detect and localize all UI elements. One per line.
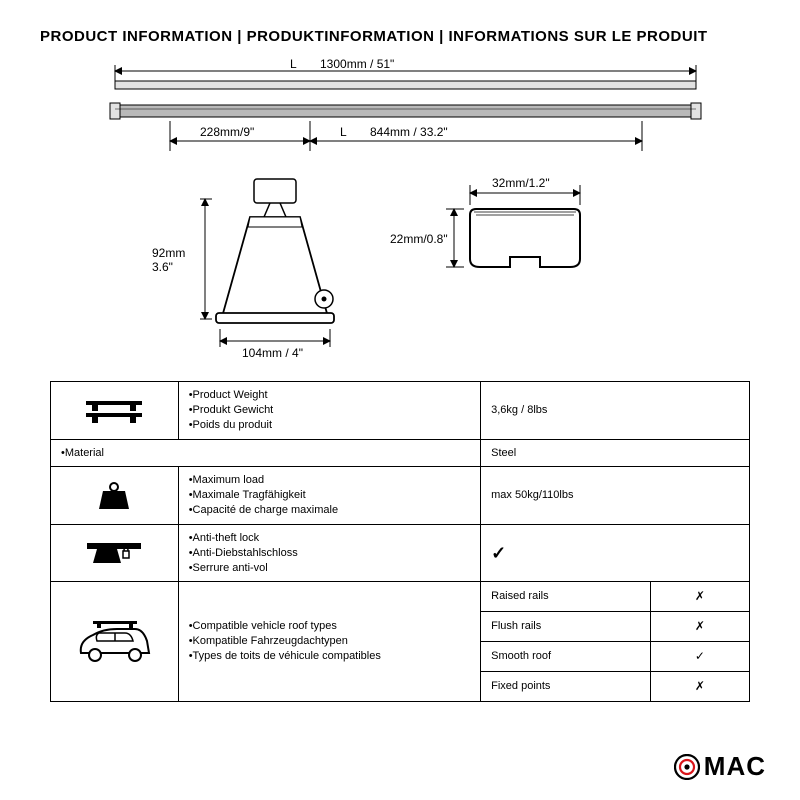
label: •Poids du produit: [189, 418, 470, 433]
value: Steel: [481, 439, 750, 467]
label: •Anti-Diebstahlschloss: [189, 546, 470, 561]
compat-label: Smooth roof: [481, 642, 651, 672]
dim-profile-w: 32mm/1.2": [492, 176, 550, 190]
compat-label: Fixed points: [481, 671, 651, 701]
value: 3,6kg / 8lbs: [481, 382, 750, 440]
compat-label: Flush rails: [481, 612, 651, 642]
x-icon: ✗: [695, 679, 705, 693]
dim-profile-h: 22mm/0.8": [390, 232, 448, 246]
check-icon: ✓: [491, 543, 506, 563]
dim-foot-height: 92mm 3.6": [152, 246, 189, 274]
foot-drawing: 92mm 3.6" 104mm / 4": [152, 179, 334, 360]
x-icon: ✗: [695, 589, 705, 603]
label: •Capacité de charge maximale: [189, 503, 470, 518]
row-antitheft: •Anti-theft lock •Anti-Diebstahlschloss …: [51, 524, 750, 582]
label: •Serrure anti-vol: [189, 561, 470, 576]
roof-bars-icon: [61, 397, 168, 423]
dim-foot-width: 104mm / 4": [242, 346, 303, 360]
check-icon: ✓: [695, 649, 705, 663]
target-icon: [674, 754, 700, 780]
lock-bar-icon: [61, 541, 168, 565]
label: •Anti-theft lock: [189, 531, 470, 546]
value: max 50kg/110lbs: [481, 467, 750, 525]
page-title: PRODUCT INFORMATION | PRODUKTINFORMATION…: [40, 28, 760, 45]
label: •Types de toits de véhicule compatibles: [189, 649, 470, 664]
dim-L-value: 1300mm / 51": [320, 59, 394, 71]
brand-text: MAC: [704, 751, 766, 782]
dim-inner-L-value: 844mm / 33.2": [370, 125, 448, 139]
row-material: •Material Steel: [51, 439, 750, 467]
vehicle-icon: [61, 621, 168, 663]
profile-drawing: 32mm/1.2" 22mm/0.8": [390, 176, 580, 267]
dim-inner-L-label: L: [340, 125, 347, 139]
label: •Kompatible Fahrzeugdachtypen: [189, 634, 470, 649]
row-maxload: •Maximum load •Maximale Tragfähigkeit •C…: [51, 467, 750, 525]
row-weight: •Product Weight •Produkt Gewicht •Poids …: [51, 382, 750, 440]
spec-table: •Product Weight •Produkt Gewicht •Poids …: [50, 381, 750, 702]
label: •Compatible vehicle roof types: [189, 619, 470, 634]
dim-offset: 228mm/9": [200, 125, 254, 139]
x-icon: ✗: [695, 619, 705, 633]
brand-logo: MAC: [674, 751, 766, 782]
row-compat: •Compatible vehicle roof types •Kompatib…: [51, 582, 750, 612]
dim-L-label: L: [290, 59, 297, 71]
label: •Maximum load: [189, 473, 470, 488]
technical-drawing: L 1300mm / 51" 228mm/9" L 844mm / 33.2": [40, 59, 760, 369]
weight-icon: [61, 482, 168, 510]
label: •Produkt Gewicht: [189, 403, 470, 418]
label: •Product Weight: [189, 388, 470, 403]
value-check: ✓: [481, 524, 750, 582]
label: •Material: [61, 446, 470, 461]
compat-label: Raised rails: [481, 582, 651, 612]
label: •Maximale Tragfähigkeit: [189, 488, 470, 503]
